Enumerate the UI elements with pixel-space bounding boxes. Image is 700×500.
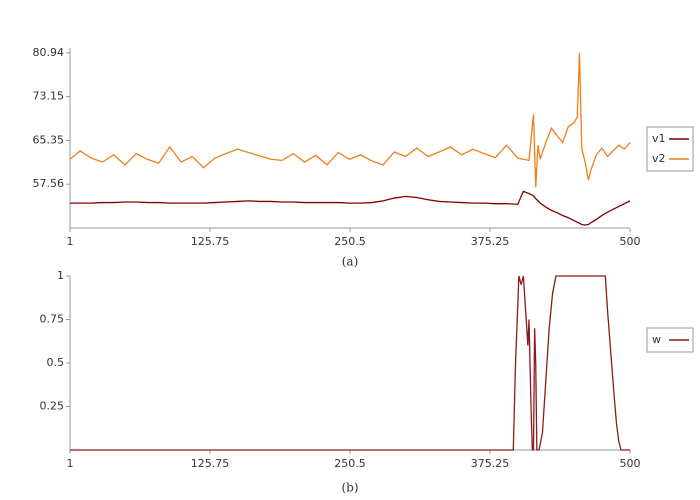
y-tick-label: 73.15 xyxy=(33,90,65,103)
series-line xyxy=(69,52,631,188)
y-tick-label: 80.94 xyxy=(33,46,65,59)
y-tick-label: 57.56 xyxy=(33,177,65,190)
x-tick-label: 1 xyxy=(67,457,74,470)
series-line xyxy=(70,275,630,451)
y-tick-label: 1 xyxy=(57,269,64,282)
x-tick-label: 250.5 xyxy=(334,235,366,248)
legend-label: v2 xyxy=(652,152,666,165)
y-tick-label: 0.25 xyxy=(40,400,65,413)
x-tick-label: 375.25 xyxy=(471,457,510,470)
x-axis-label: (a) xyxy=(342,255,359,269)
y-tick-label: 0.5 xyxy=(47,356,65,369)
y-tick-label: 0.75 xyxy=(40,313,65,326)
x-tick-label: 375.25 xyxy=(471,235,510,248)
x-tick-label: 250.5 xyxy=(334,457,366,470)
x-tick-label: 500 xyxy=(620,235,641,248)
x-axis-label: (b) xyxy=(341,481,358,495)
series-line xyxy=(70,190,631,226)
legend-label: v1 xyxy=(652,132,666,145)
legend-box xyxy=(646,126,694,172)
legend-label: w xyxy=(652,333,661,346)
x-tick-label: 1 xyxy=(67,235,74,248)
x-tick-label: 125.75 xyxy=(191,235,230,248)
x-tick-label: 125.75 xyxy=(191,457,230,470)
y-tick-label: 65.35 xyxy=(33,133,65,146)
x-tick-label: 500 xyxy=(620,457,641,470)
